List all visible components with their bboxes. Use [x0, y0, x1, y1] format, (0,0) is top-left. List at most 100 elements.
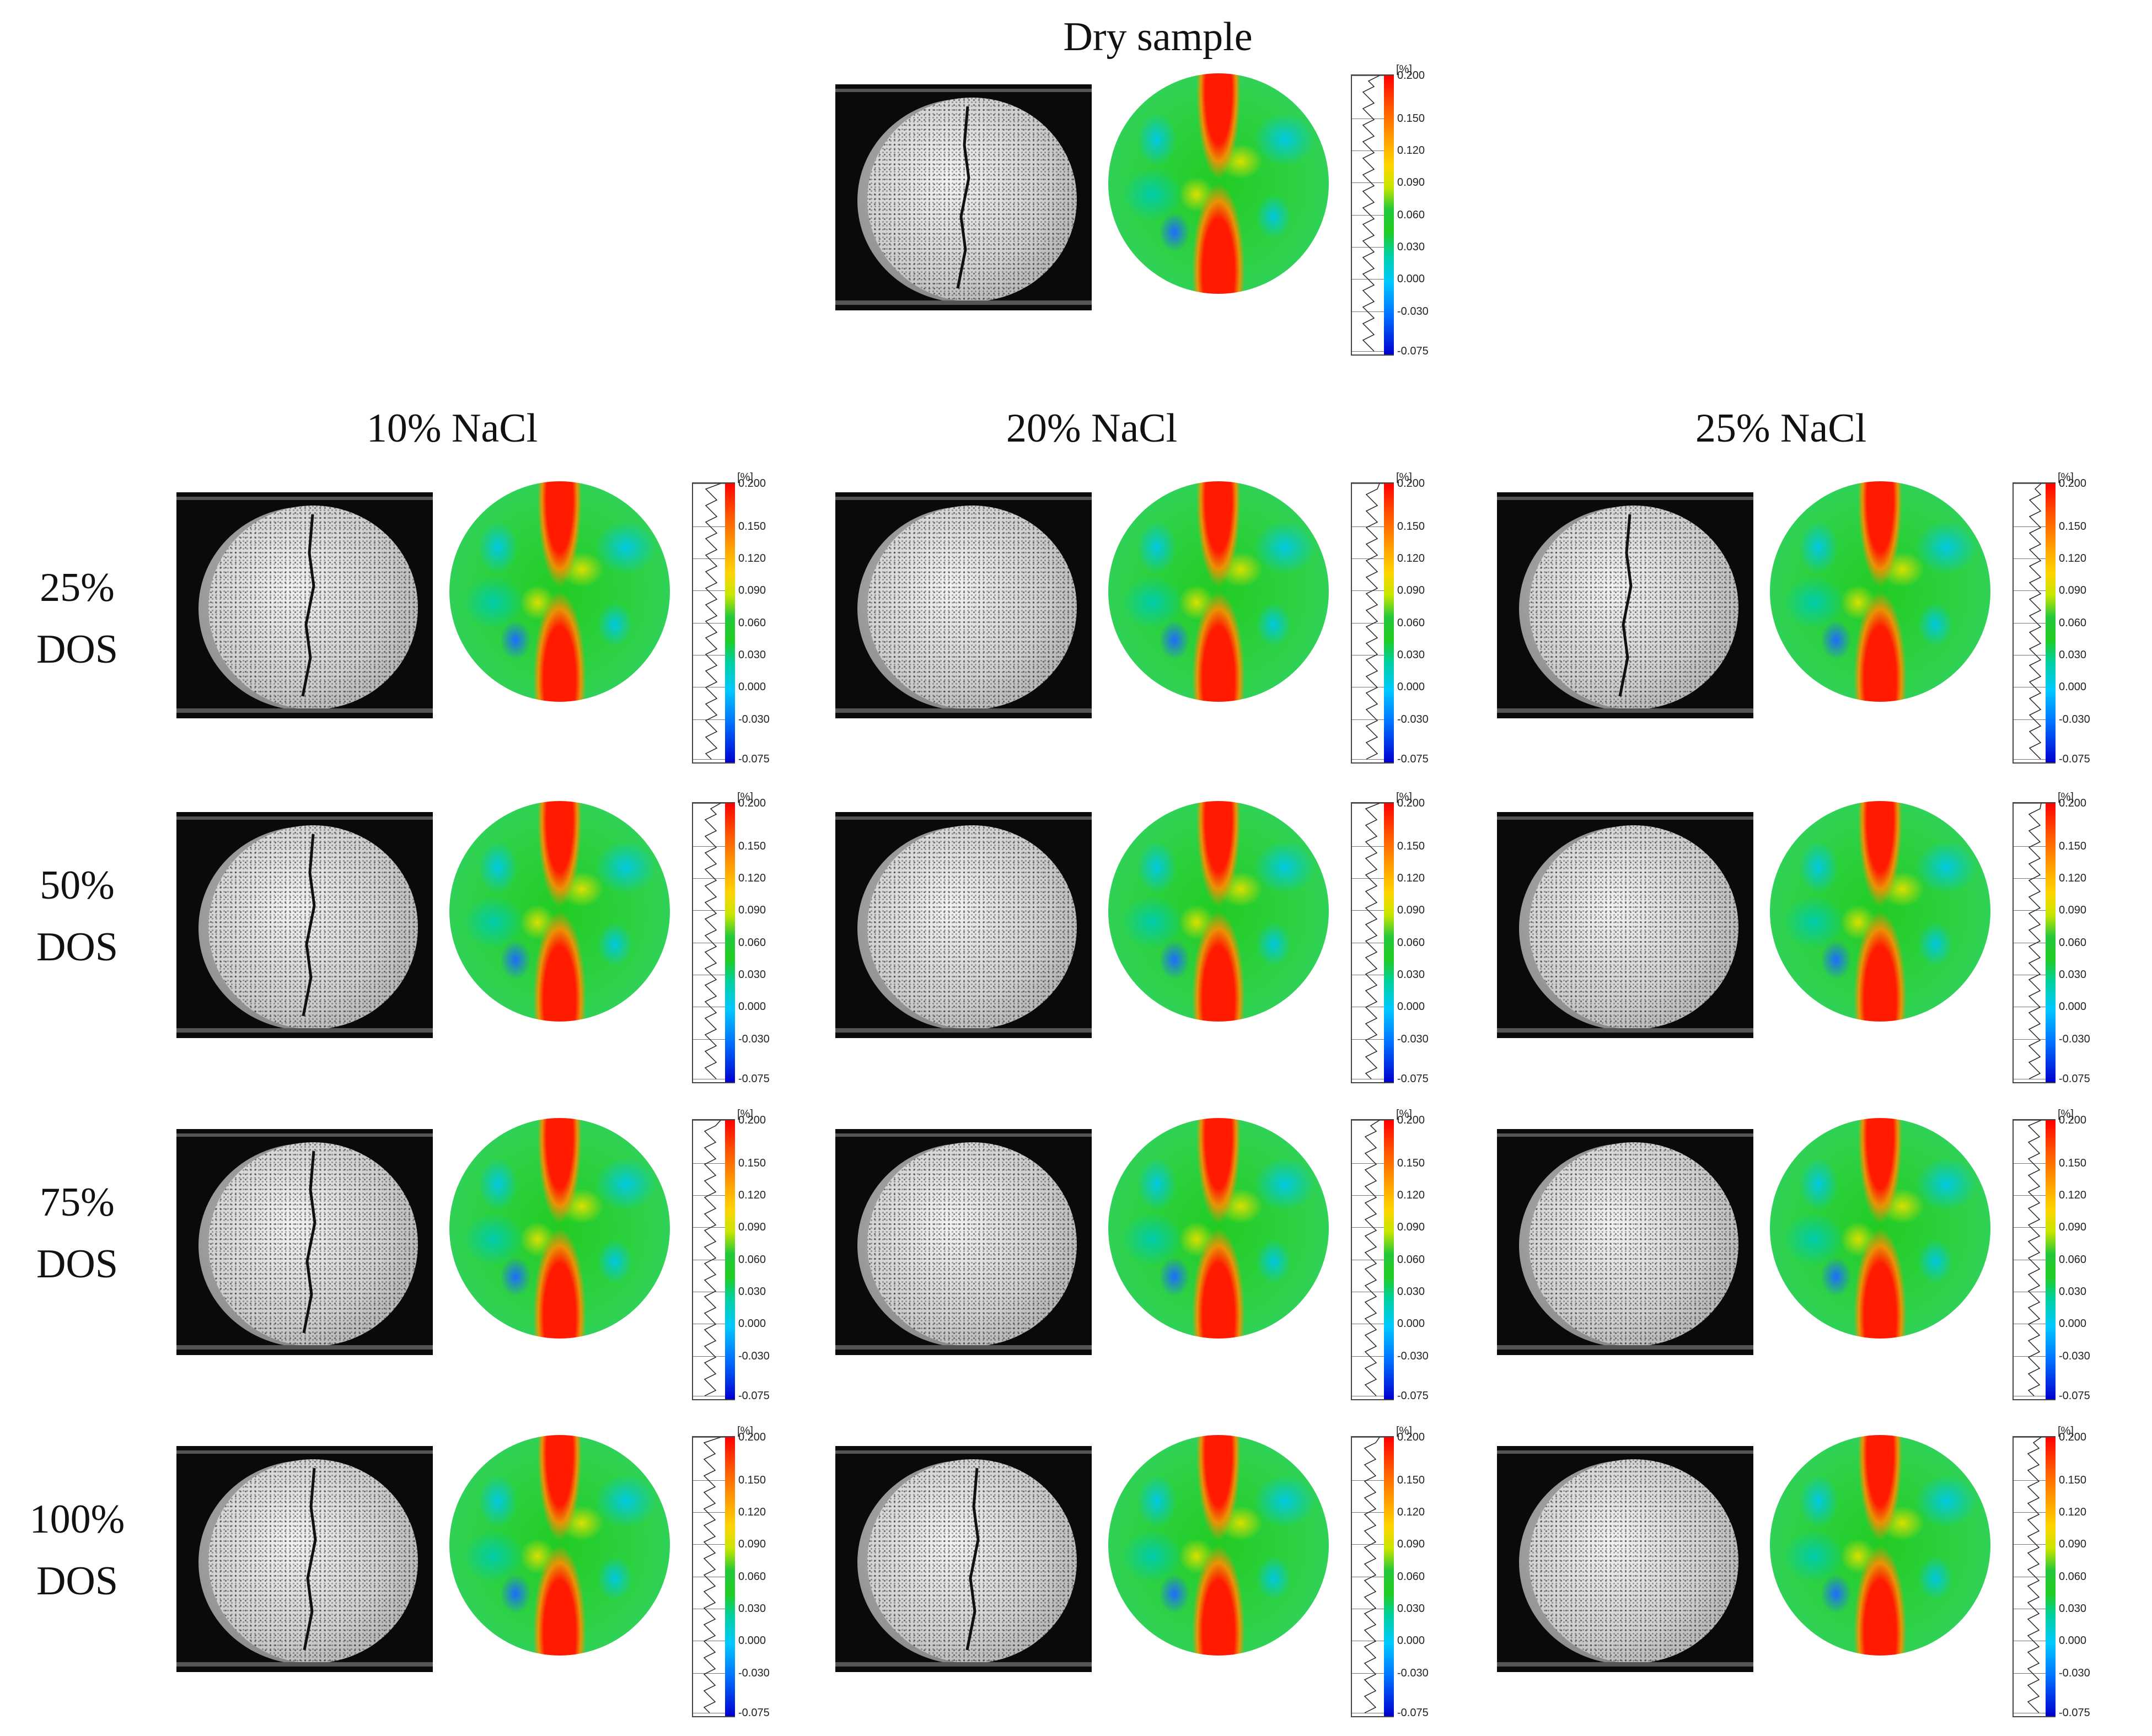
panel-10-75: [%] 0.200 0.150 0.120 0.090 0.060 0.030 0.000 -0… — [176, 1108, 816, 1406]
strain-field-map — [1108, 1435, 1329, 1656]
colorbar-gridline — [2014, 1039, 2046, 1040]
colorbar-tick-label: 0.060 — [2059, 937, 2087, 949]
loading-rail-top — [1497, 816, 1753, 820]
colorbar-gridline — [693, 878, 725, 879]
colorbar-tick-label: 0.150 — [1397, 1157, 1425, 1169]
strain-colorbar: [%] 0.200 0.150 0.120 0.090 0.060 0.030 0.000 -0… — [1351, 1108, 1431, 1406]
colorbar-tick-label: 0.060 — [738, 1571, 766, 1583]
colorbar-gridline — [1352, 1673, 1384, 1674]
strain-field-map — [449, 1118, 670, 1339]
crack-line — [302, 834, 316, 1017]
colorbar-gridline — [2014, 1227, 2046, 1228]
title-25-nacl: 25% NaCl — [1695, 406, 1867, 451]
colorbar-tick-label: 0.150 — [738, 520, 766, 533]
colorbar-tick-label: -0.030 — [1397, 1350, 1429, 1362]
specimen-photo — [176, 1129, 433, 1355]
colorbar-tick-label: 0.060 — [738, 937, 766, 949]
strain-field-map — [1770, 1118, 1990, 1339]
colorbar-gradient — [1384, 483, 1394, 762]
colorbar-tick-label: 0.060 — [2059, 617, 2087, 629]
colorbar-tick-label: 0.090 — [738, 904, 766, 916]
colorbar-tick-label: -0.075 — [2059, 753, 2090, 765]
colorbar-tick-label: -0.030 — [1397, 305, 1429, 318]
colorbar-tick-label: 0.030 — [1397, 1603, 1425, 1615]
colorbar-tick-label: -0.075 — [1397, 753, 1429, 765]
colorbar-gridline — [2014, 1195, 2046, 1196]
panel-20-100: [%] 0.200 0.150 0.120 0.090 0.060 0.030 0.000 -0… — [835, 1425, 1475, 1723]
crack-line — [303, 1468, 317, 1651]
loading-rail-top — [835, 497, 1092, 500]
specimen-face — [1529, 506, 1738, 710]
colorbar-tick-label: 0.150 — [2059, 1157, 2087, 1169]
colorbar-tick-label: 0.000 — [2059, 1318, 2087, 1330]
panel-25-100: [%] 0.200 0.150 0.120 0.090 0.060 0.030 0.000 -0… — [1497, 1425, 2137, 1723]
strain-field-map — [1770, 1435, 1990, 1656]
colorbar-tick-label: 0.200 — [1397, 69, 1425, 82]
strain-field-map — [1108, 801, 1329, 1022]
strain-field-map — [449, 481, 670, 702]
colorbar-gradient — [725, 803, 735, 1082]
strain-colorbar: [%] 0.200 0.150 0.120 0.090 0.060 0.030 0.000 -0… — [692, 791, 772, 1089]
colorbar-tick-label: -0.030 — [1397, 1033, 1429, 1045]
colorbar-gradient — [725, 1120, 735, 1399]
colorbar-tick-label: 0.000 — [1397, 1318, 1425, 1330]
colorbar-tick-label: 0.200 — [738, 477, 766, 490]
colorbar-tick-label: 0.090 — [1397, 904, 1425, 916]
colorbar-gridline — [1352, 759, 1384, 760]
colorbar-gradient — [1384, 1437, 1394, 1716]
colorbar-tick-label: 0.030 — [2059, 969, 2087, 981]
colorbar-unit: [%] — [1396, 471, 1412, 483]
colorbar-tick-label: 0.030 — [2059, 1286, 2087, 1298]
colorbar-tick-label: 0.030 — [738, 649, 766, 661]
colorbar-gridline — [693, 719, 725, 720]
colorbar-gridline — [1352, 878, 1384, 879]
colorbar-gridline — [2014, 1120, 2046, 1121]
specimen-face — [208, 506, 418, 710]
colorbar-gridline — [1352, 351, 1384, 352]
colorbar-tick-label: 0.060 — [738, 1254, 766, 1266]
panel-20-75: [%] 0.200 0.150 0.120 0.090 0.060 0.030 0.000 -0… — [835, 1108, 1475, 1406]
colorbar-tick-label: -0.030 — [738, 1667, 770, 1679]
colorbar-tick-label: 0.000 — [2059, 1001, 2087, 1013]
colorbar-gridline — [693, 1437, 725, 1438]
colorbar-unit: [%] — [1396, 1108, 1412, 1120]
colorbar-gridline — [2014, 1437, 2046, 1438]
row-label-line2: DOS — [36, 627, 119, 672]
colorbar-tick-label: -0.030 — [2059, 1350, 2090, 1362]
specimen-photo — [1497, 492, 1753, 718]
colorbar-tick-label: 0.000 — [2059, 1635, 2087, 1647]
specimen-photo — [835, 492, 1092, 718]
row-label-100-dos: 100% DOS — [11, 1488, 143, 1612]
loading-rail-bottom — [176, 708, 433, 713]
loading-rail-bottom — [176, 1662, 433, 1667]
loading-rail-top — [176, 1133, 433, 1137]
panel-25-25: [%] 0.200 0.150 0.120 0.090 0.060 0.030 0.000 -0… — [1497, 471, 2137, 769]
colorbar-gradient — [2046, 483, 2056, 762]
colorbar-tick-label: 0.150 — [738, 840, 766, 852]
colorbar-gridline — [1352, 623, 1384, 624]
colorbar-tick-label: 0.090 — [1397, 1538, 1425, 1550]
colorbar-tick-label: 0.090 — [738, 1221, 766, 1233]
loading-rail-bottom — [835, 300, 1092, 305]
strain-colorbar: [%] 0.200 0.150 0.120 0.090 0.060 0.030 0.000 -0… — [692, 1108, 772, 1406]
specimen-face — [867, 1142, 1077, 1346]
strain-field-map — [449, 801, 670, 1022]
specimen-photo — [835, 84, 1092, 310]
panel-10-50: [%] 0.200 0.150 0.120 0.090 0.060 0.030 0.000 -0… — [176, 791, 816, 1089]
colorbar-gridline — [2014, 878, 2046, 879]
colorbar-unit: [%] — [2058, 791, 2074, 803]
crack-line — [956, 106, 970, 289]
colorbar-tick-label: 0.120 — [738, 1189, 766, 1201]
colorbar-tick-label: 0.030 — [1397, 649, 1425, 661]
title-10-nacl: 10% NaCl — [366, 406, 538, 451]
histogram-trace — [2028, 803, 2042, 1079]
colorbar-gridline — [1352, 483, 1384, 484]
strain-colorbar: [%] 0.200 0.150 0.120 0.090 0.060 0.030 0.000 -0… — [2013, 791, 2092, 1089]
colorbar-tick-label: 0.090 — [2059, 584, 2087, 596]
histogram-trace — [1365, 803, 1380, 1079]
colorbar-gridline — [2014, 1480, 2046, 1481]
colorbar-tick-label: 0.200 — [1397, 797, 1425, 809]
colorbar-tick-label: 0.090 — [2059, 904, 2087, 916]
colorbar-tick-label: 0.000 — [738, 1001, 766, 1013]
strain-colorbar: [%] 0.200 0.150 0.120 0.090 0.060 0.030 0.000 -0… — [2013, 1425, 2092, 1723]
